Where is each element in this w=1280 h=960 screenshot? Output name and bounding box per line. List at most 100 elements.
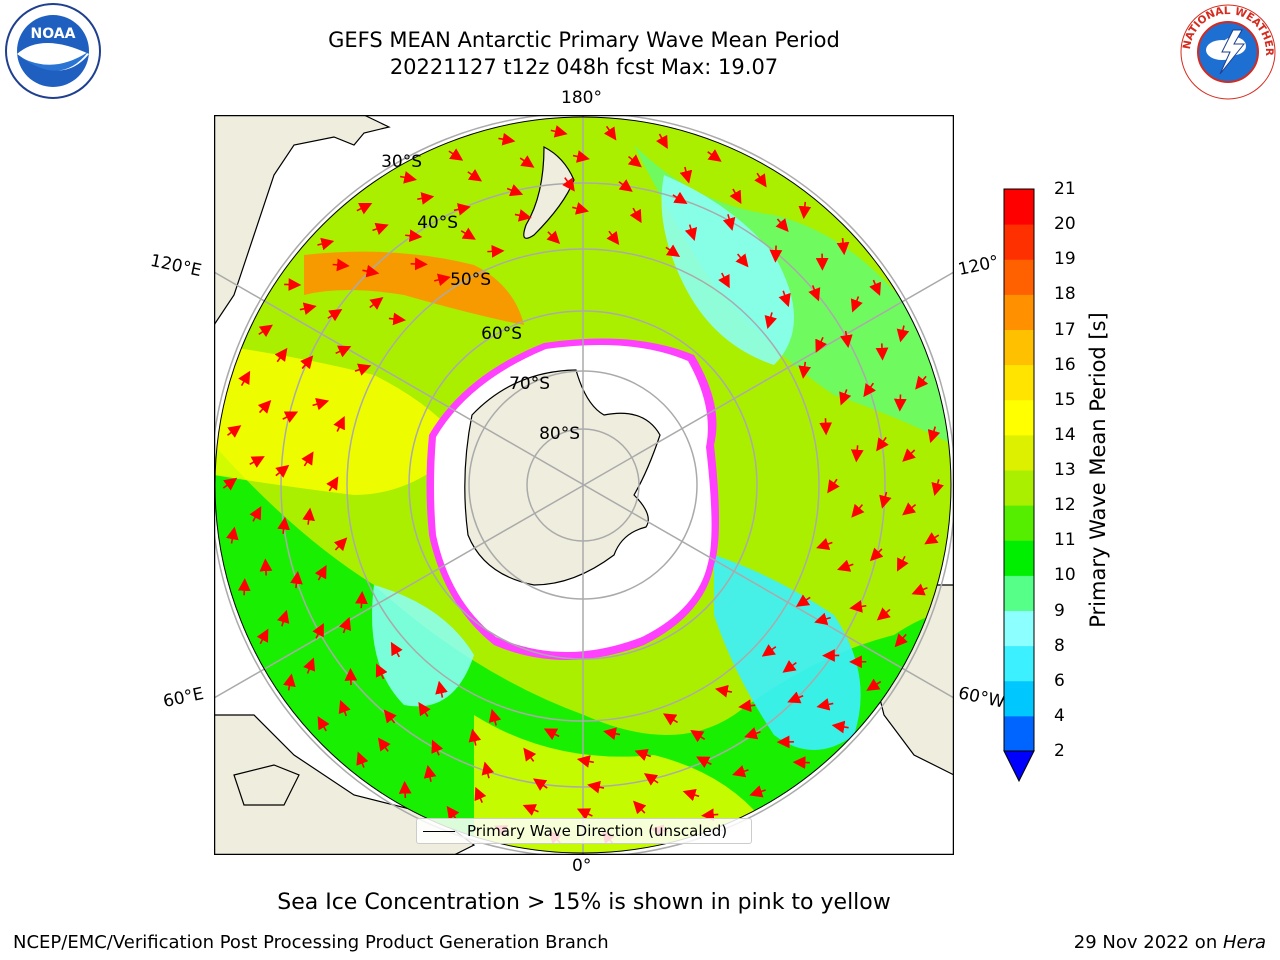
- wave-band-cyan-west: [372, 585, 474, 707]
- wave-direction-arrow: [836, 238, 850, 256]
- wave-direction-arrow: [237, 578, 251, 596]
- colorbar-tick-label: 11: [1054, 530, 1076, 551]
- colorbar-segment: [1004, 364, 1034, 401]
- wave-direction-arrow: [761, 644, 777, 657]
- wave-direction-arrow: [481, 761, 495, 779]
- wave-direction-arrow: [815, 336, 827, 353]
- wave-direction-arrow: [338, 699, 351, 717]
- wave-direction-arrow: [388, 312, 407, 326]
- wave-direction-arrow: [362, 264, 380, 278]
- footer-host: Hera: [1222, 932, 1266, 953]
- wave-direction-arrow: [460, 227, 476, 240]
- wave-direction-arrow: [474, 786, 487, 803]
- wave-direction-arrow: [896, 555, 909, 572]
- wave-direction-arrow: [283, 673, 296, 691]
- wave-direction-arrow: [915, 375, 929, 390]
- wave-direction-arrow: [417, 192, 435, 205]
- wave-direction-arrow: [431, 739, 444, 756]
- wave-direction-arrow: [355, 590, 368, 609]
- wave-direction-arrow: [911, 583, 928, 596]
- wave-direction-arrow: [634, 748, 652, 762]
- wave-direction-arrow: [576, 808, 593, 820]
- colorbar-tick-label: 14: [1054, 424, 1076, 445]
- wave-direction-arrow: [816, 698, 834, 711]
- wave-direction-arrow: [606, 230, 620, 246]
- wave-direction-arrow: [390, 641, 403, 658]
- lon-label-top: 180°: [561, 88, 602, 108]
- wave-direction-arrow: [576, 755, 594, 768]
- wave-direction-arrow: [627, 154, 642, 168]
- wave-direction-arrow: [869, 279, 882, 296]
- wave-direction-arrow: [633, 800, 647, 815]
- wave-direction-arrow: [238, 370, 251, 387]
- legend-line-icon: [423, 830, 455, 832]
- wave-direction-arrow: [259, 558, 273, 576]
- wave-direction-arrow: [782, 660, 797, 673]
- colorbar-segment: [1004, 505, 1034, 541]
- colorbar-tick-label: 20: [1054, 214, 1076, 235]
- colorbar-segment: [1004, 329, 1034, 366]
- wave-direction-arrow: [335, 345, 352, 358]
- wave-direction-arrow: [282, 411, 299, 423]
- polar-map: [214, 115, 954, 855]
- legend-label: Primary Wave Direction (unscaled): [467, 822, 728, 840]
- wave-direction-arrow: [732, 765, 749, 778]
- wave-direction-arrow: [435, 680, 448, 698]
- wave-direction-arrow: [356, 202, 373, 215]
- wave-direction-arrow: [398, 780, 412, 799]
- wave-direction-arrow: [519, 155, 535, 168]
- wave-direction-arrow: [603, 727, 621, 740]
- colorbar-tick-label: 12: [1054, 495, 1076, 516]
- colorbar-tick-label: 17: [1054, 319, 1076, 340]
- wave-direction-arrow: [849, 600, 867, 613]
- noaa-logo-icon: NOAA: [5, 3, 101, 99]
- colorbar-segment: [1004, 575, 1034, 611]
- colorbar-segment: [1004, 189, 1034, 225]
- land-madagascar: [233, 764, 300, 806]
- wave-direction-arrow: [572, 202, 589, 215]
- wave-direction-arrow: [375, 663, 388, 680]
- wave-direction-arrow: [866, 678, 882, 691]
- lat-label-60s: 60°S: [481, 324, 522, 344]
- wave-direction-arrow: [816, 537, 833, 551]
- graticule: [214, 115, 954, 855]
- colorbar-tick-label: 15: [1054, 389, 1076, 410]
- wave-direction-arrow: [550, 125, 568, 138]
- land-new-zealand: [523, 146, 575, 239]
- wave-direction-arrow: [696, 756, 712, 769]
- wave-direction-arrow: [902, 502, 917, 516]
- wave-direction-arrows: [222, 125, 944, 845]
- wave-direction-arrow: [893, 394, 907, 412]
- wave-direction-arrow: [274, 347, 288, 363]
- wave-direction-arrow: [618, 179, 633, 192]
- colorbar-tick-label: 16: [1054, 354, 1076, 375]
- legend: Primary Wave Direction (unscaled): [416, 818, 752, 844]
- wave-direction-arrow: [778, 290, 791, 308]
- colorbar-tick-label: 13: [1054, 460, 1076, 480]
- wave-direction-arrow: [735, 253, 749, 268]
- wave-direction-arrow: [808, 285, 821, 302]
- wave-direction-arrow: [679, 166, 693, 184]
- wave-direction-arrow: [814, 612, 831, 625]
- colorbar: [1003, 188, 1035, 783]
- wave-direction-arrow: [523, 747, 537, 762]
- wave-direction-arrow: [665, 244, 681, 257]
- wave-direction-arrow: [369, 297, 384, 310]
- wave-direction-arrow: [332, 258, 350, 272]
- lon-label-right-upper: 120°: [956, 251, 1001, 281]
- colorbar-tick-label: 9: [1054, 600, 1065, 621]
- wave-direction-arrow: [317, 716, 330, 732]
- wave-direction-arrow: [682, 788, 700, 802]
- wave-direction-arrow: [754, 172, 767, 188]
- wave-direction-arrow: [227, 425, 242, 438]
- wave-direction-arrow: [690, 730, 706, 743]
- wave-direction-arrow: [837, 559, 854, 572]
- lon-label-bottom: 0°: [572, 856, 592, 876]
- wave-direction-arrow: [448, 148, 464, 161]
- colorbar-segment: [1004, 540, 1034, 576]
- wave-direction-arrow: [249, 456, 265, 468]
- lat-label-50s: 50°S: [450, 270, 491, 290]
- wave-direction-arrow: [707, 149, 722, 162]
- wave-direction-arrow: [333, 537, 348, 552]
- colorbar-segment: [1004, 680, 1034, 717]
